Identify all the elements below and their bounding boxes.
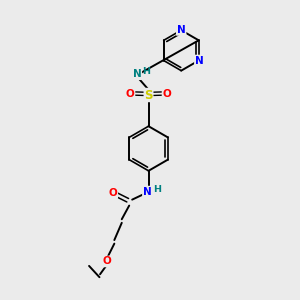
Text: H: H (153, 185, 161, 194)
Text: N: N (133, 69, 141, 79)
Text: N: N (177, 25, 186, 35)
Text: O: O (163, 88, 171, 98)
Text: S: S (144, 88, 153, 101)
Text: H: H (142, 67, 150, 76)
Text: N: N (195, 56, 204, 65)
Text: O: O (126, 88, 134, 98)
Text: N: N (143, 187, 152, 196)
Text: O: O (103, 256, 111, 266)
Text: O: O (109, 188, 117, 198)
